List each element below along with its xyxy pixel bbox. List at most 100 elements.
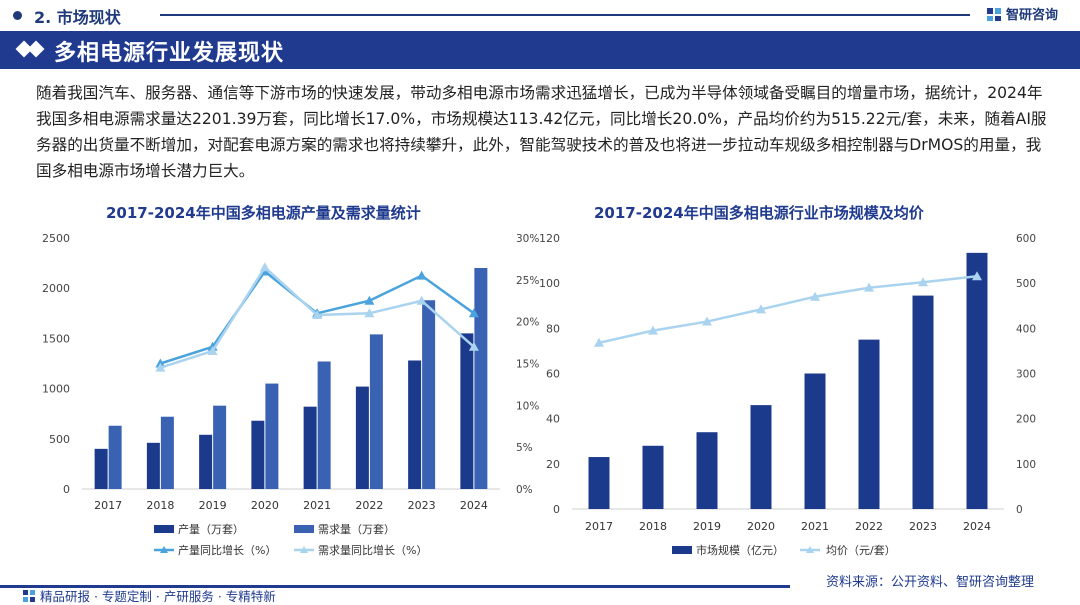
intro-paragraph: 随着我国汽车、服务器、通信等下游市场的快速发展，带动多相电源市场需求迅猛增长，已… [36,84,1047,180]
chart1-legend-label: 产量（万套） [178,522,244,536]
brand-logo-icon [987,7,1001,21]
chart1-x-tick: 2018 [146,499,174,512]
chart1-x-tick: 2023 [408,499,436,512]
chart1-bar-production [94,448,108,489]
chart1-bar-production [355,386,369,489]
chart1-y-right-tick: 30% [516,233,539,245]
chart1-bar-production [303,406,317,489]
title-banner: 多相电源行业发展现状 [0,31,1080,69]
chart2-y-right-tick: 600 [1016,233,1036,245]
chart2-x-tick: 2018 [639,520,667,533]
chart2-point-average-price [918,277,928,287]
chart2-y-right-tick: 200 [1016,414,1036,426]
chart2-bar-market-size [696,432,718,509]
chart2-bar-market-size [858,339,880,509]
chart2-line-average-price [598,275,978,345]
chart1-bar-demand [369,334,383,489]
chart2-y-right-tick: 500 [1016,278,1036,290]
chart1-point-production-growth [468,308,479,318]
chart1-point-demand-growth [312,309,323,319]
chart1-y-left-tick: 0 [63,483,70,496]
chart1-y-right-tick: 25% [516,275,539,287]
source-note: 资料来源：公开资料、智研咨询整理 [826,575,1035,590]
chart2-y-right-tick: 100 [1016,459,1036,471]
chart2-point-average-price [810,291,820,301]
chart2-point-average-price [756,304,766,314]
chart2-bar-market-size [804,373,826,509]
chart1-legend-marker [300,546,308,553]
chart2-x-tick: 2021 [801,520,829,533]
chart1-x-tick: 2019 [199,499,227,512]
chart2-bar-market-size [912,295,934,509]
chart2-legend-marker [806,546,814,553]
chart1-legend-label: 需求量同比增长（%） [318,543,427,557]
chart1-legend-marker [160,546,168,553]
chart2-x-tick: 2017 [585,520,613,533]
chart2-legend-label: 市场规模（亿元） [696,543,784,557]
chart2-title: 2017-2024年中国多相电源行业市场规模及均价 [594,204,924,222]
brand-logo: 智研咨询 [986,4,1058,23]
chart1-point-production-growth [364,295,375,305]
chart1-bar-production [199,434,213,489]
production-demand-chart: 0 500 1000 1500 2000 2500 0% 5% 10% 15% 20% 25% 30% 2… [42,232,539,557]
chart2-bar-market-size [642,445,664,509]
chart1-legend-label: 产量同比增长（%） [178,543,276,557]
chart2-y-left-tick: 60 [546,368,560,381]
chart2-y-left-tick: 100 [539,277,560,290]
chart1-bar-demand [108,425,122,489]
chart1-y-left-tick: 500 [49,433,70,446]
chart1-y-right-tick: 5% [516,442,533,454]
chart2-point-average-price [702,316,712,326]
chart1-bar-demand [422,300,436,489]
chart1-bar-demand [160,416,174,489]
chart2-x-tick: 2024 [963,520,991,533]
chart2-y-right-tick: 400 [1016,323,1036,335]
footer-tagline: 精品研报 · 专题定制 · 产研服务 · 专精特新 [22,586,276,605]
chart1-y-right-tick: 10% [516,400,539,412]
chart1-x-tick: 2024 [460,499,488,512]
footer-divider [0,585,790,588]
chart2-y-right-tick: 300 [1016,369,1036,381]
chart2-x-tick: 2022 [855,520,883,533]
chart1-y-left-tick: 2000 [42,282,70,295]
chart1-point-production-growth [416,270,427,280]
chart2-point-average-price [594,337,604,347]
chart2-y-left-tick: 20 [546,458,560,471]
chart2-x-tick: 2020 [747,520,775,533]
top-bar: 2. 市场现状 智研咨询 [0,0,1080,30]
chart2-y-left-tick: 80 [546,322,560,335]
chart1-bar-production [146,442,160,489]
chart1-title: 2017-2024年中国多相电源产量及需求量统计 [106,204,421,222]
chart1-bar-production [408,360,422,489]
chart2-y-right-tick: 0 [1016,504,1023,516]
section-title: 2. 市场现状 [34,8,121,27]
footer: 资料来源：公开资料、智研咨询整理 精品研报 · 专题定制 · 产研服务 · 专精… [0,575,1080,605]
chart1-y-left-tick: 2500 [42,232,70,245]
chart2-point-average-price [864,282,874,292]
chart1-point-demand-growth [364,308,375,318]
chart2-legend-label: 均价（元/套） [826,544,896,557]
page-title: 多相电源行业发展现状 [54,41,285,66]
footer-tagline-text: 精品研报 · 专题定制 · 产研服务 · 专精特新 [40,589,276,604]
chart2-y-left-tick: 40 [546,413,560,426]
chart2-y-left-tick: 120 [539,232,560,245]
chart1-y-left-tick: 1500 [42,332,70,345]
chart1-point-demand-growth [416,295,427,305]
chart2-x-tick: 2019 [693,520,721,533]
chart1-y-right-tick: 15% [516,359,539,371]
chart1-bar-demand [474,267,488,489]
section-bullet-icon [13,11,22,20]
chart2-bar-market-size [750,405,772,509]
chart1-bar-production [460,333,474,489]
top-divider [160,14,970,16]
brand-small-icon [23,589,35,602]
chart1-legend-swatch [294,525,314,533]
chart2-y-left-tick: 0 [553,503,560,516]
chart1-bar-demand [213,405,227,489]
chart1-x-tick: 2021 [303,499,331,512]
chart1-point-demand-growth [207,345,218,355]
chart2-legend-swatch [672,546,692,554]
chart1-y-right-tick: 0% [516,484,533,496]
chart1-y-right-tick: 20% [516,317,539,329]
chart1-bar-demand [317,361,331,489]
